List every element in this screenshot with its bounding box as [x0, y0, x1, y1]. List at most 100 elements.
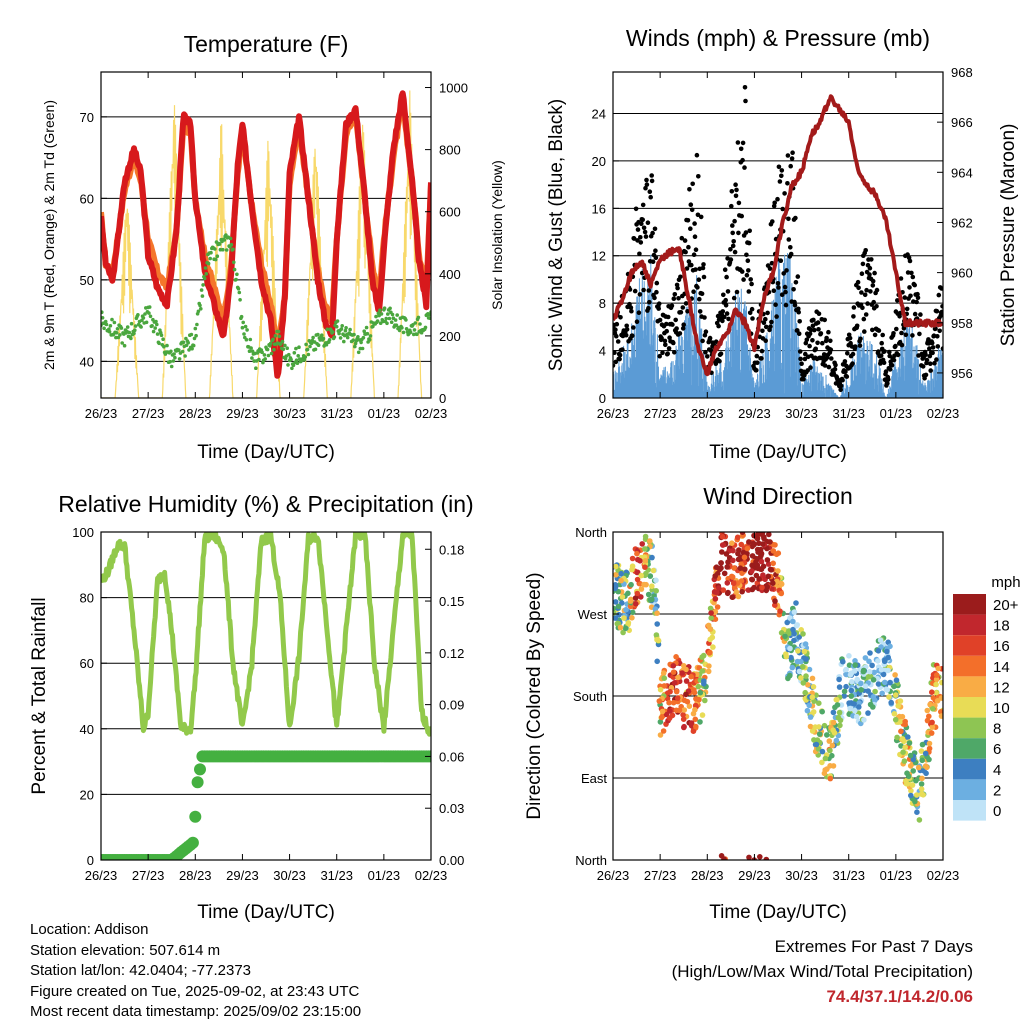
direction-point	[716, 566, 723, 573]
direction-point	[791, 609, 798, 615]
direction-point	[827, 747, 833, 754]
direction-point	[748, 568, 755, 574]
gust-point	[614, 333, 619, 339]
gust-point	[878, 353, 884, 358]
gust-point	[797, 319, 802, 324]
gust-point	[644, 177, 649, 183]
gust-point	[844, 374, 850, 379]
direction-point	[656, 698, 663, 704]
gust-point	[659, 335, 664, 341]
gust-point	[828, 347, 834, 353]
gust-point	[639, 221, 644, 227]
gust-point	[678, 274, 683, 280]
direction-point	[904, 781, 911, 787]
extremes-values: 74.4/37.1/14.2/0.06	[826, 987, 973, 1006]
gust-point	[731, 239, 736, 244]
gust-point	[908, 293, 913, 299]
y-tick-label: 20	[80, 787, 94, 802]
dewpoint-point	[339, 327, 344, 331]
gust-point	[672, 350, 677, 355]
y-right-tick-label: 0	[439, 391, 446, 406]
gust-point	[620, 347, 625, 352]
dewpoint-point	[250, 356, 254, 360]
direction-point	[658, 714, 665, 721]
direction-point	[772, 598, 778, 604]
gust-point	[632, 288, 638, 294]
dewpoint-point	[360, 346, 365, 351]
gust-point	[645, 220, 651, 225]
direction-point	[791, 630, 797, 637]
gust-point	[686, 259, 692, 264]
gust-point	[768, 324, 773, 329]
direction-point	[805, 682, 811, 688]
gust-point	[808, 365, 813, 370]
direction-point	[647, 538, 653, 544]
dewpoint-point	[308, 344, 312, 349]
gust-point	[860, 305, 865, 311]
dewpoint-point	[110, 317, 114, 322]
gust-point	[782, 284, 788, 290]
panel-1	[100, 71, 432, 399]
direction-point	[647, 597, 654, 603]
gust-point	[685, 218, 691, 223]
gust-point	[687, 187, 692, 192]
dewpoint-point	[143, 312, 147, 316]
direction-point	[865, 674, 872, 680]
station-info: Location: Addison Station elevation: 507…	[30, 920, 361, 1023]
gust-point	[843, 369, 848, 375]
direction-point	[629, 563, 636, 569]
gust-point	[657, 353, 662, 359]
direction-point	[633, 601, 639, 607]
direction-point	[804, 707, 811, 714]
direction-point	[786, 628, 792, 634]
gust-point	[683, 301, 689, 306]
dewpoint-point	[222, 238, 227, 242]
gust-point	[894, 326, 899, 332]
dewpoint-point	[291, 363, 296, 368]
series-solar-insolation	[101, 90, 431, 398]
gust-point	[742, 85, 748, 90]
direction-point	[639, 541, 645, 547]
direction-point	[892, 716, 899, 723]
gust-point	[815, 320, 821, 325]
gust-point	[777, 179, 783, 184]
gust-point	[816, 311, 822, 317]
direction-point	[763, 856, 770, 860]
dewpoint-point	[359, 340, 363, 345]
direction-point	[708, 615, 714, 621]
direction-point	[790, 618, 796, 625]
gust-point	[818, 331, 824, 336]
legend-label: 18	[993, 618, 1010, 635]
gust-point	[772, 200, 777, 206]
dewpoint-point	[189, 332, 194, 337]
gust-point	[822, 317, 827, 323]
y-right-tick-label: 0.03	[439, 801, 464, 816]
dewpoint-point	[108, 324, 113, 328]
gust-point	[755, 360, 760, 366]
direction-point	[798, 658, 804, 665]
direction-point	[879, 690, 885, 697]
y-tick-label: 40	[80, 354, 94, 369]
direction-point	[613, 599, 619, 605]
gust-point	[792, 302, 798, 308]
gust-point	[726, 316, 731, 322]
x-tick-label: 26/23	[597, 406, 630, 421]
dewpoint-point	[129, 336, 133, 341]
plot-area	[101, 532, 431, 860]
direction-point	[649, 554, 655, 561]
direction-point	[661, 683, 668, 689]
direction-point	[851, 701, 857, 707]
direction-point	[926, 713, 932, 720]
dewpoint-point	[365, 331, 370, 336]
gust-point	[910, 333, 915, 338]
dewpoint-point	[292, 351, 297, 355]
direction-point	[666, 699, 672, 706]
x-tick-label: 30/23	[785, 868, 818, 883]
gust-point	[740, 140, 746, 146]
direction-point	[744, 545, 751, 552]
gust-point	[763, 338, 768, 344]
gust-point	[728, 257, 734, 262]
dewpoint-point	[427, 312, 431, 317]
series-2m-temperature	[101, 90, 431, 379]
dewpoint-point	[416, 315, 421, 320]
